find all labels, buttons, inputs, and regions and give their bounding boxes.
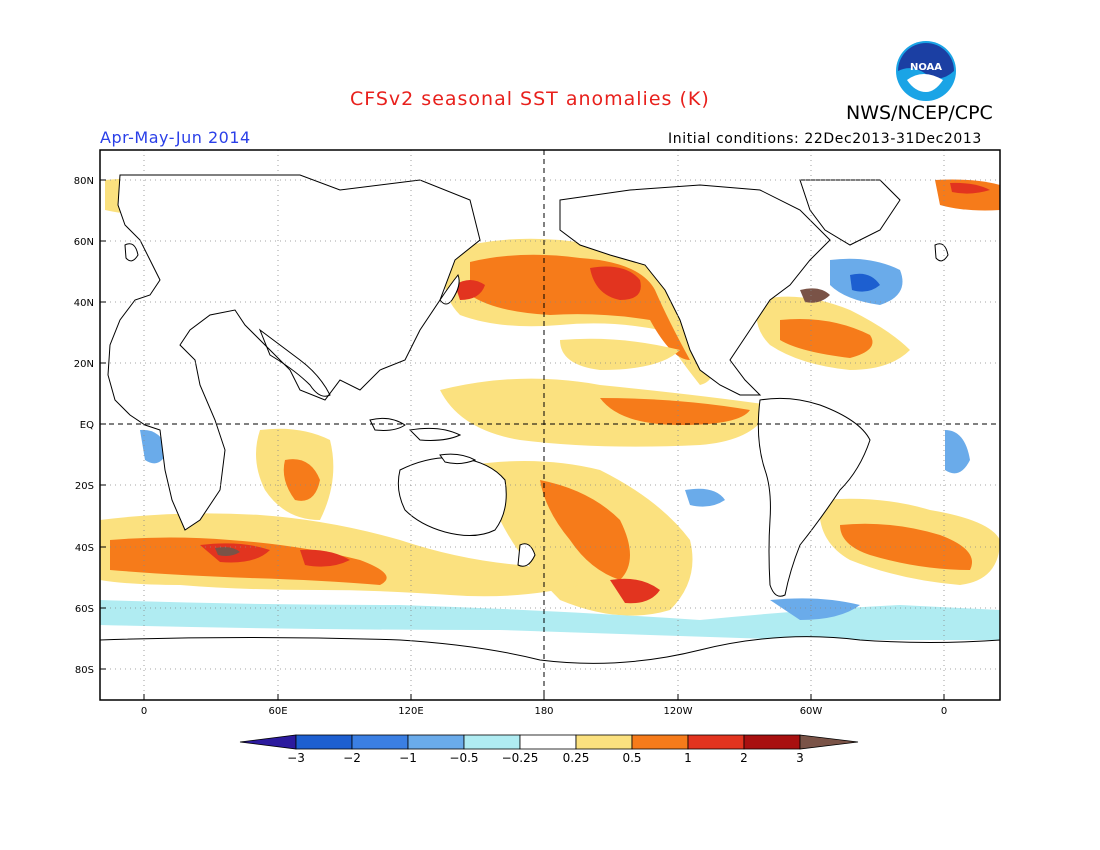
colorbar-swatch [575, 734, 633, 750]
lon-label: 0 [141, 706, 147, 717]
lat-label: 40N [74, 298, 94, 309]
lon-label: 0 [941, 706, 947, 717]
colorbar-label: −3 [287, 751, 305, 765]
noaa-logo: NOAA [896, 41, 956, 101]
colorbar-label: 0.25 [563, 751, 590, 765]
continents [100, 174, 1000, 700]
lat-label: 20S [75, 481, 94, 492]
lon-label: 180 [534, 706, 553, 717]
colorbar-under-arrow [239, 734, 297, 750]
colorbar-swatch [295, 734, 353, 750]
lon-label: 120W [664, 706, 693, 717]
colorbar-label: 1 [684, 751, 692, 765]
reference-lines [100, 150, 1000, 700]
southern-ocean-cold-band [100, 600, 1000, 640]
colorbar-over-arrow [799, 734, 859, 750]
anomaly-field [100, 150, 1000, 700]
lon-label: 60E [268, 706, 287, 717]
colorbar-label: −1 [399, 751, 417, 765]
colorbar-swatch [463, 734, 521, 750]
lat-label: 60S [75, 604, 94, 615]
colorbar-swatch [407, 734, 465, 750]
lat-label: 20N [74, 359, 94, 370]
colorbar-swatch [351, 734, 409, 750]
colorbar-swatch [687, 734, 745, 750]
latitude-labels: 80N 60N 40N 20N EQ 20S 40S 60S 80S [74, 176, 94, 676]
gridlines [100, 150, 1000, 700]
longitude-labels: 0 60E 120E 180 120W 60W 0 [141, 706, 947, 717]
colorbar-label: 3 [796, 751, 804, 765]
lat-label: 60N [74, 237, 94, 248]
colorbar-label: 2 [740, 751, 748, 765]
chart-title: CFSv2 seasonal SST anomalies (K) [350, 88, 710, 110]
lat-label: 80S [75, 665, 94, 676]
lat-label: 40S [75, 543, 94, 554]
lat-label: EQ [80, 420, 94, 431]
colorbar-label: −0.5 [449, 751, 478, 765]
tick-marks [100, 179, 945, 700]
colorbar: −3 −2 −1 −0.5 −0.25 0.25 0.5 1 2 3 [239, 734, 859, 765]
season-label: Apr-May-Jun 2014 [100, 128, 251, 147]
colorbar-label: −0.25 [502, 751, 539, 765]
noaa-logo-text: NOAA [910, 62, 942, 73]
agency-label: NWS/NCEP/CPC [846, 102, 993, 124]
equatorial-pacific-warm-anomaly [440, 378, 770, 447]
colorbar-label: −2 [343, 751, 361, 765]
lon-label: 60W [800, 706, 823, 717]
lat-label: 80N [74, 176, 94, 187]
colorbar-swatch [519, 734, 577, 750]
colorbar-label: 0.5 [622, 751, 641, 765]
map-frame [99, 149, 1001, 701]
colorbar-swatch [743, 734, 801, 750]
initial-conditions-label: Initial conditions: 22Dec2013-31Dec2013 [668, 131, 982, 147]
lon-label: 120E [398, 706, 423, 717]
colorbar-swatch [631, 734, 689, 750]
